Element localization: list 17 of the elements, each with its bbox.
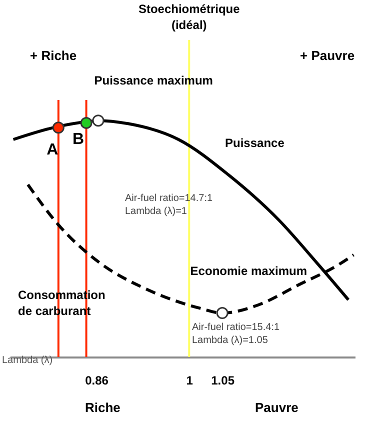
ref-line-label: Stoechiométrique (idéal) <box>138 2 240 32</box>
x-axis-title: Lambda (λ) <box>2 355 53 366</box>
series-label: Puissance <box>225 136 285 150</box>
text: + Pauvre <box>300 48 355 63</box>
point <box>92 114 104 127</box>
text: Pauvre <box>255 400 298 415</box>
x-tick-label: 1 <box>186 374 194 388</box>
text: Riche <box>85 400 120 415</box>
annotation: B <box>72 130 84 148</box>
annotation: Air-fuel ratio=15.4:1 Lambda (λ)=1.05 <box>192 322 280 346</box>
x-tick-label: 0.86 <box>85 374 109 388</box>
x-tick-label: 1.05 <box>211 374 235 388</box>
text: + Riche <box>30 48 77 63</box>
point <box>80 116 92 129</box>
point <box>52 122 64 134</box>
point <box>216 307 228 320</box>
annotation: Economie maximum <box>190 264 308 278</box>
